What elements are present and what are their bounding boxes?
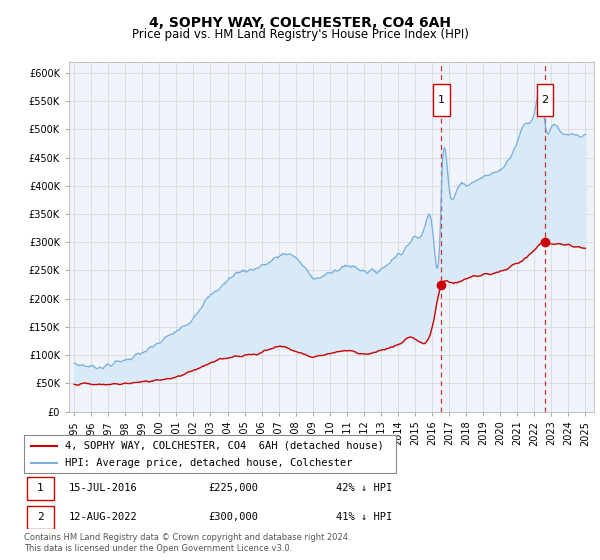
Text: 42% ↓ HPI: 42% ↓ HPI: [337, 483, 393, 493]
Text: HPI: Average price, detached house, Colchester: HPI: Average price, detached house, Colc…: [65, 458, 352, 468]
Text: Price paid vs. HM Land Registry's House Price Index (HPI): Price paid vs. HM Land Registry's House …: [131, 28, 469, 41]
Text: 2: 2: [37, 512, 44, 522]
Text: 1: 1: [438, 95, 445, 105]
Bar: [27, 506, 53, 529]
Text: 2: 2: [541, 95, 548, 105]
Text: 1: 1: [37, 483, 44, 493]
Text: 4, SOPHY WAY, COLCHESTER, CO4 6AH: 4, SOPHY WAY, COLCHESTER, CO4 6AH: [149, 16, 451, 30]
Text: £300,000: £300,000: [208, 512, 258, 522]
Text: 12-AUG-2022: 12-AUG-2022: [68, 512, 137, 522]
Bar: [433, 85, 449, 116]
Text: 15-JUL-2016: 15-JUL-2016: [68, 483, 137, 493]
Bar: [27, 477, 53, 500]
Bar: [536, 85, 553, 116]
Text: 41% ↓ HPI: 41% ↓ HPI: [337, 512, 393, 522]
Text: £225,000: £225,000: [208, 483, 258, 493]
Text: 4, SOPHY WAY, COLCHESTER, CO4  6AH (detached house): 4, SOPHY WAY, COLCHESTER, CO4 6AH (detac…: [65, 441, 383, 451]
Text: Contains HM Land Registry data © Crown copyright and database right 2024.
This d: Contains HM Land Registry data © Crown c…: [24, 533, 350, 553]
